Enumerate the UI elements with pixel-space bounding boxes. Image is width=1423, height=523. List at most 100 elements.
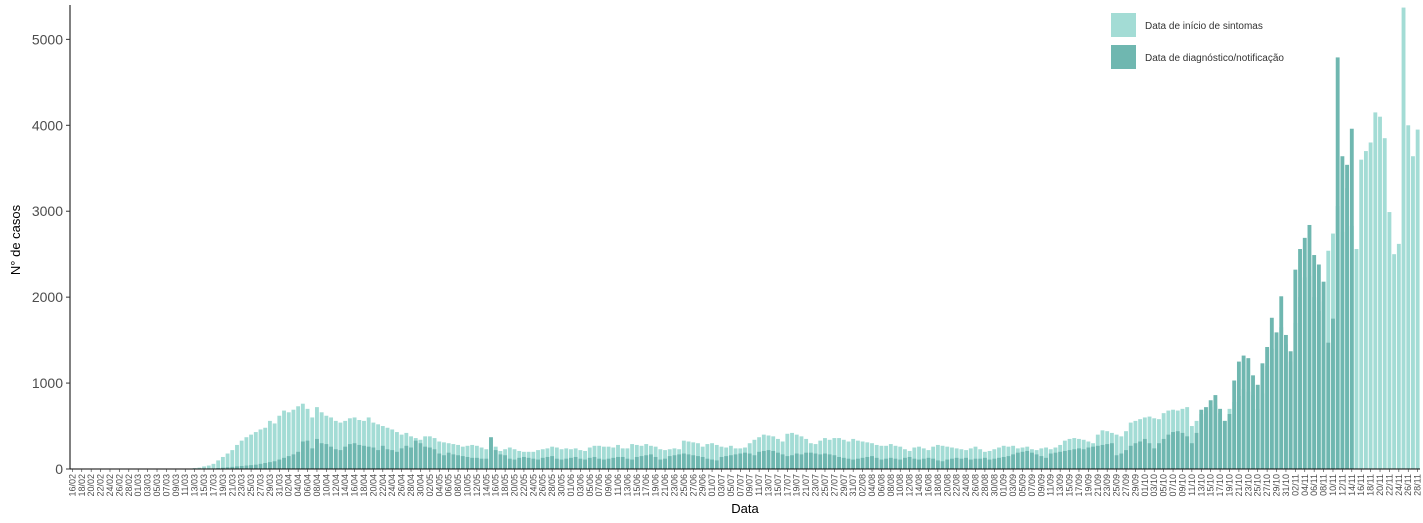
bar-1-258	[1284, 335, 1288, 469]
bar-1-211	[1063, 451, 1067, 469]
bar-1-216	[1086, 448, 1090, 469]
bar-1-132	[691, 455, 695, 469]
bar-1-71	[404, 446, 408, 469]
bar-1-55	[329, 447, 333, 469]
bar-1-227	[1138, 442, 1142, 470]
bar-1-223	[1119, 454, 1123, 469]
bar-1-121	[640, 456, 644, 469]
bar-1-120	[635, 457, 639, 469]
bar-1-67	[386, 449, 390, 469]
bar-0-33	[226, 454, 230, 469]
bar-1-199	[1006, 456, 1010, 469]
bar-1-136	[710, 460, 714, 469]
bar-1-64	[371, 448, 375, 469]
bar-1-75	[423, 447, 427, 469]
bar-1-57	[339, 450, 343, 469]
bar-1-209	[1054, 453, 1058, 469]
bar-1-272	[1350, 129, 1354, 469]
bar-1-168	[861, 458, 865, 469]
bar-1-92	[503, 455, 507, 469]
bar-1-183	[931, 459, 935, 469]
bar-0-38	[249, 435, 253, 469]
bar-1-90	[494, 450, 498, 469]
bar-1-261	[1298, 249, 1302, 469]
bar-1-87	[480, 459, 484, 469]
bar-1-253	[1260, 363, 1264, 469]
bar-1-212	[1068, 450, 1072, 469]
bar-1-222	[1115, 455, 1119, 469]
bar-1-97	[527, 458, 531, 469]
bar-0-40	[259, 429, 263, 469]
bar-0-37	[244, 437, 248, 469]
bar-1-255	[1270, 318, 1274, 469]
bar-1-235	[1176, 431, 1180, 469]
bar-1-112	[597, 459, 601, 469]
bar-1-165	[847, 459, 851, 469]
bar-1-91	[498, 454, 502, 469]
bar-1-69	[395, 452, 399, 469]
bar-1-218	[1096, 446, 1100, 469]
bar-1-203	[1025, 451, 1029, 469]
bar-1-49	[301, 442, 305, 470]
bar-1-144	[748, 454, 752, 469]
bar-0-281	[1392, 254, 1396, 469]
bar-1-187	[950, 459, 954, 469]
bar-1-58	[343, 447, 347, 469]
bar-1-167	[856, 459, 860, 469]
bar-1-178	[908, 457, 912, 469]
y-tick-label: 0	[55, 461, 63, 477]
bar-1-198	[1002, 457, 1006, 469]
bar-1-237	[1185, 436, 1189, 469]
bar-1-184	[936, 460, 940, 469]
bar-1-197	[997, 458, 1001, 469]
bar-1-141	[734, 454, 738, 469]
bar-1-174	[889, 458, 893, 469]
bar-1-247	[1232, 381, 1236, 470]
bar-1-232	[1162, 439, 1166, 469]
bar-1-134	[701, 457, 705, 469]
bar-1-123	[649, 454, 653, 469]
bar-1-271	[1345, 165, 1349, 469]
bar-1-137	[715, 460, 719, 469]
bar-1-131	[687, 454, 691, 469]
bar-1-234	[1171, 432, 1175, 469]
bar-1-173	[884, 459, 888, 469]
bar-1-245	[1223, 421, 1227, 469]
bar-1-61	[357, 445, 361, 469]
bar-1-185	[941, 461, 945, 469]
bar-0-31	[216, 460, 220, 469]
bar-1-176	[898, 460, 902, 469]
bar-1-60	[353, 443, 357, 469]
y-axis-label: N° de casos	[8, 204, 23, 275]
bar-1-266	[1322, 282, 1326, 469]
bar-1-194	[983, 458, 987, 469]
bar-1-149	[771, 451, 775, 469]
bar-0-39	[254, 432, 258, 469]
bar-1-242	[1209, 400, 1213, 469]
bar-1-101	[546, 457, 550, 469]
bar-0-279	[1383, 138, 1387, 469]
bar-1-142	[738, 454, 742, 469]
bar-0-34	[230, 450, 234, 469]
bar-1-76	[428, 448, 432, 469]
bar-1-152	[785, 456, 789, 469]
series-1	[207, 57, 1354, 469]
bar-1-188	[955, 458, 959, 469]
bar-1-51	[310, 448, 314, 469]
bar-1-195	[988, 460, 992, 469]
bar-1-79	[442, 455, 446, 469]
bar-1-262	[1303, 238, 1307, 469]
bar-1-143	[743, 453, 747, 469]
bar-1-116	[616, 457, 620, 469]
bar-1-221	[1110, 443, 1114, 469]
bar-1-236	[1181, 433, 1185, 469]
bar-1-110	[588, 458, 592, 469]
bar-1-73	[414, 441, 418, 469]
bar-1-88	[484, 459, 488, 469]
bar-0-30	[212, 464, 216, 469]
bar-0-36	[240, 441, 244, 469]
bar-1-160	[823, 454, 827, 469]
bar-1-107	[574, 457, 578, 469]
bar-1-210	[1058, 452, 1062, 469]
